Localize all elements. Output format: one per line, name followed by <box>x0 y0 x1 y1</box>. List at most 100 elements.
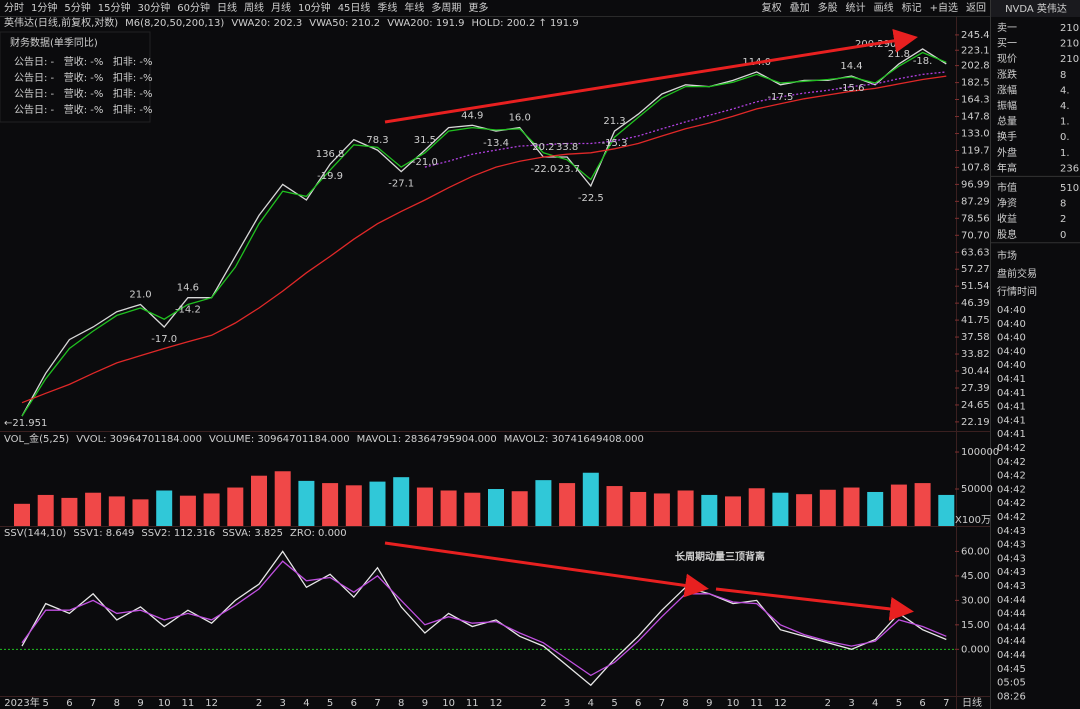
volume-bar <box>867 491 884 526</box>
y-tick-label: 22.19 <box>961 417 990 428</box>
period-tab[interactable]: 年线 <box>404 1 424 14</box>
volume-bar <box>274 471 291 526</box>
period-tab[interactable]: 10分钟 <box>298 1 331 14</box>
swing-low: -19.9 <box>317 171 343 182</box>
volume-bar <box>582 472 599 526</box>
quote-label: 买一 <box>997 38 1017 50</box>
x-tick-label: 3 <box>280 698 286 709</box>
x-tick-label: 11 <box>466 698 479 709</box>
volume-bar <box>14 503 30 526</box>
tick-time: 04:44 <box>997 595 1026 606</box>
x-tick-label: 8 <box>682 698 688 709</box>
finance-row: 公告日: - 营收: -% 扣非: -% <box>14 71 153 84</box>
toolbar-action[interactable]: 标记 <box>902 2 922 14</box>
period-tab[interactable]: 1分钟 <box>31 1 57 14</box>
tick-time: 04:41 <box>997 415 1026 426</box>
tick-time: 04:40 <box>997 305 1026 316</box>
tick-time: 04:43 <box>997 526 1026 537</box>
indicator-label: VVOL: 30964701184.000 <box>76 434 202 445</box>
tick-time: 05:05 <box>997 678 1026 689</box>
volume-bar <box>369 481 386 526</box>
volume-bar <box>227 487 244 526</box>
quote-value: 1. <box>1060 117 1070 128</box>
x-tick-label: 12 <box>774 698 787 709</box>
tick-time: 04:42 <box>997 457 1026 468</box>
series-line <box>424 71 947 168</box>
volume-bar <box>938 494 955 526</box>
toolbar-action[interactable]: 画线 <box>874 1 894 14</box>
x-tick-label: 2 <box>540 698 546 709</box>
volume-bar <box>606 486 623 526</box>
y-tick-label: 182.5 <box>961 78 990 89</box>
chart-annotation: 长周期动量三顶背离 <box>675 550 765 563</box>
quote-value: 4. <box>1060 101 1070 112</box>
toolbar-action[interactable]: 多股 <box>818 1 838 14</box>
y-tick-label: 41.75 <box>961 315 990 326</box>
y-tick-label: 133.0 <box>961 129 990 140</box>
y-tick-label: 33.82 <box>961 349 990 360</box>
y-tick-label: 87.29 <box>961 196 990 207</box>
x-tick-label: 12 <box>205 698 218 709</box>
swing-low: -18. <box>913 56 933 67</box>
quote-value: 4. <box>1060 85 1070 96</box>
quote-value: 1. <box>1060 148 1070 159</box>
indicator-label: MAVOL2: 30741649408.000 <box>504 434 644 445</box>
x-tick-label: 5 <box>611 698 617 709</box>
x-tick-label: 6 <box>66 698 72 709</box>
period-tab[interactable]: 季线 <box>377 1 397 14</box>
tick-time: 04:42 <box>997 443 1026 454</box>
tick-time: 04:41 <box>997 388 1026 399</box>
toolbar-action[interactable]: 复权 <box>762 1 782 14</box>
swing-high: 44.9 <box>461 110 483 121</box>
toolbar-action[interactable]: 叠加 <box>790 2 810 14</box>
volume-bar <box>345 485 362 526</box>
swing-low: -22.0 <box>530 164 556 175</box>
indicator-label: SSV2: 112.316 <box>141 528 215 539</box>
quote-value: 8 <box>1060 70 1066 81</box>
swing-high: 78.3 <box>366 135 388 146</box>
swing-low: -15.3 <box>602 138 628 149</box>
swing-high: 21.0 <box>129 290 151 301</box>
finance-box <box>0 31 151 123</box>
volume-bar <box>179 495 196 526</box>
finance-title: 财务数据(单季同比) <box>10 36 98 49</box>
toolbar-action[interactable]: +自选 <box>930 1 958 14</box>
swing-high: 33.8 <box>556 142 578 153</box>
period-tab[interactable]: 更多 <box>468 1 488 14</box>
tick-time: 04:43 <box>997 581 1026 592</box>
swing-high: 16.0 <box>509 113 531 124</box>
price-annotation: ←21.951 <box>4 418 47 429</box>
period-tab[interactable]: 30分钟 <box>137 1 170 14</box>
swing-high: 14.6 <box>177 283 199 294</box>
swing-low: -17.5 <box>767 92 793 103</box>
volume-bar <box>488 489 504 526</box>
toolbar-action[interactable]: 返回 <box>966 2 986 14</box>
x-tick-label: 6 <box>351 698 357 709</box>
quote-link[interactable]: 市场 <box>997 249 1017 262</box>
period-tab[interactable]: 60分钟 <box>177 1 210 14</box>
trend-arrow <box>384 541 709 598</box>
quote-link[interactable]: 行情时间 <box>997 285 1037 298</box>
x-tick-label: 9 <box>137 698 143 709</box>
period-tab[interactable]: 多周期 <box>431 1 461 14</box>
period-tab[interactable]: 日线 <box>217 1 237 14</box>
period-tab[interactable]: 15分钟 <box>98 1 131 14</box>
y-tick-label: 30.44 <box>961 366 990 377</box>
x-tick-label: 10 <box>727 698 740 709</box>
volume-bar <box>772 492 789 526</box>
tick-time: 04:43 <box>997 540 1026 551</box>
toolbar-action[interactable]: 统计 <box>846 1 866 14</box>
period-tab[interactable]: 5分钟 <box>64 1 90 14</box>
volume-bar <box>156 490 173 526</box>
quote-label: 股息 <box>997 228 1017 241</box>
period-tab[interactable]: 月线 <box>271 1 291 14</box>
x-tick-label: 5 <box>327 698 333 709</box>
finance-row: 公告日: - 营收: -% 扣非: -% <box>14 55 153 68</box>
period-tab[interactable]: 分时 <box>4 2 24 14</box>
quote-link[interactable]: 盘前交易 <box>997 267 1037 280</box>
period-tab[interactable]: 周线 <box>244 1 264 14</box>
quote-label: 换手 <box>997 130 1017 143</box>
period-tab[interactable]: 45日线 <box>338 1 371 14</box>
volume-bar <box>322 483 339 526</box>
